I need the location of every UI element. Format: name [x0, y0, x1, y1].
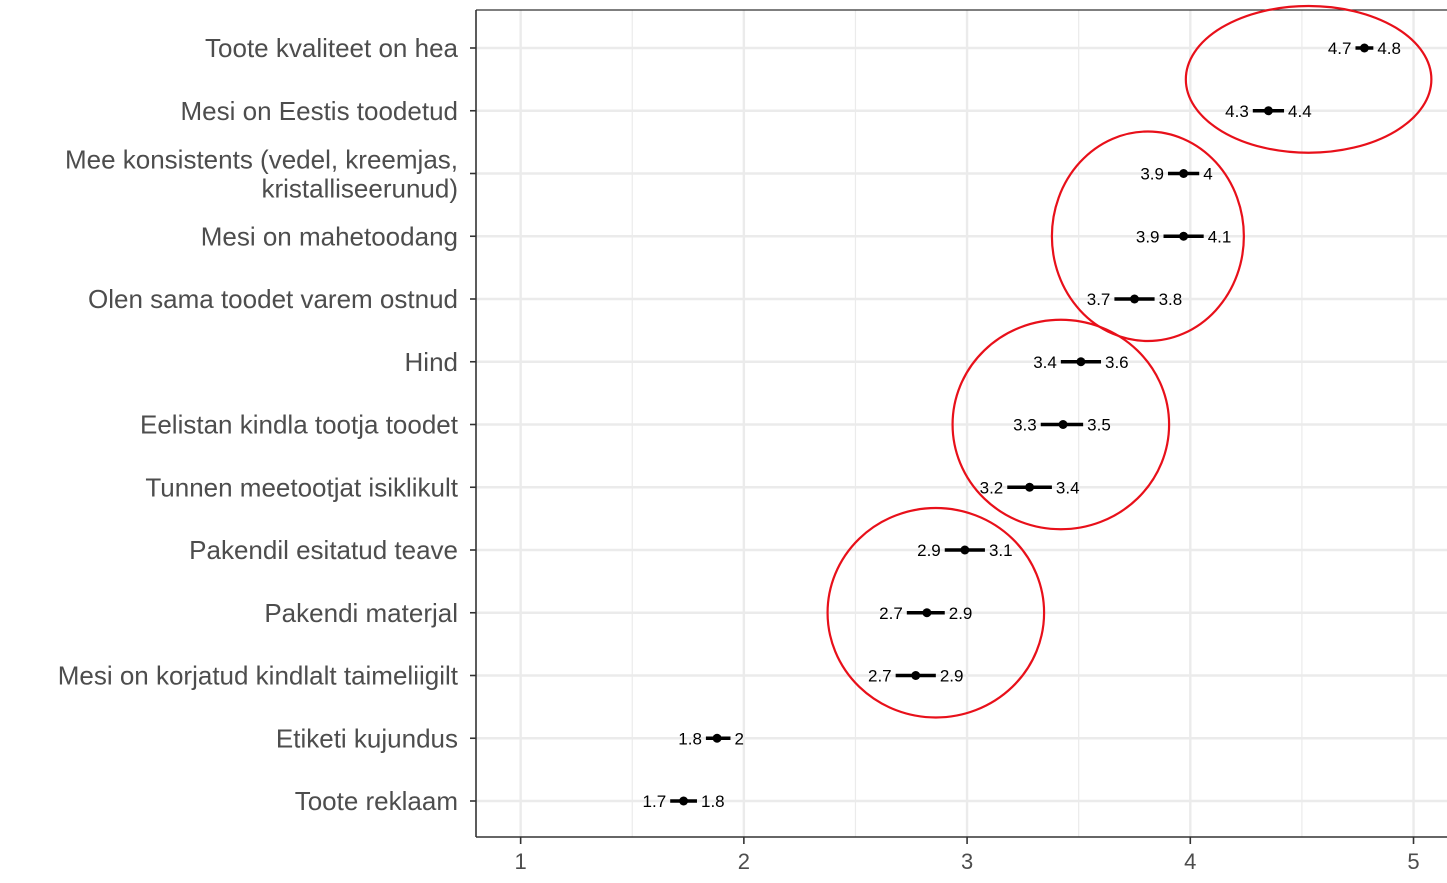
category-label: Pakendil esitatud teave [189, 535, 458, 565]
category-label: Mee konsistents (vedel, kreemjas, kristal… [65, 145, 458, 204]
low-value-label: 1.7 [643, 792, 667, 811]
low-value-label: 1.8 [678, 729, 702, 748]
low-value-label: 2.7 [879, 604, 903, 623]
low-value-label: 4.7 [1328, 39, 1352, 58]
mean-point [1025, 482, 1035, 492]
high-value-label: 1.8 [701, 792, 725, 811]
high-value-label: 3.1 [989, 541, 1013, 560]
low-value-label: 3.9 [1136, 227, 1160, 246]
category-label: Eelistan kindla tootja toodet [140, 410, 459, 440]
category-label: Toote kvaliteet on hea [205, 33, 458, 63]
x-tick-label: 4 [1184, 849, 1196, 874]
category-label: Pakendi materjal [264, 598, 458, 628]
mean-point [1058, 420, 1068, 429]
high-value-label: 2 [734, 729, 743, 748]
low-value-label: 3.9 [1140, 165, 1164, 184]
high-value-label: 4.4 [1288, 102, 1312, 121]
mean-point [1359, 43, 1369, 53]
mean-point [922, 608, 932, 618]
mean-point [1129, 294, 1139, 304]
high-value-label: 3.8 [1159, 290, 1183, 309]
category-label: Hind [405, 347, 458, 377]
low-value-label: 2.9 [917, 541, 941, 560]
low-value-label: 4.3 [1225, 102, 1249, 121]
highlight-ellipse [1050, 130, 1245, 343]
category-label: Tunnen meetootjat isiklikult [145, 472, 458, 502]
high-value-label: 3.5 [1087, 416, 1111, 435]
high-value-label: 3.4 [1056, 478, 1080, 497]
category-label: Mesi on Eestis toodetud [181, 96, 459, 126]
low-value-label: 3.7 [1087, 290, 1111, 309]
mean-point [1263, 106, 1273, 116]
highlight-ellipse [951, 318, 1171, 531]
high-value-label: 2.9 [940, 667, 964, 686]
mean-point [712, 733, 722, 743]
low-value-label: 2.7 [868, 667, 892, 686]
low-value-label: 3.4 [1033, 353, 1057, 372]
category-label: Mesi on mahetoodang [201, 221, 458, 251]
x-tick-label: 1 [515, 849, 527, 874]
low-value-label: 3.2 [980, 478, 1004, 497]
mean-point [679, 796, 689, 806]
x-tick-label: 3 [961, 849, 973, 874]
mean-point [960, 545, 970, 555]
category-label: Toote reklaam [295, 786, 458, 816]
category-label: Olen sama toodet varem ostnud [88, 284, 458, 314]
mean-point [911, 671, 921, 680]
high-value-label: 4.1 [1208, 227, 1232, 246]
high-value-label: 4 [1203, 165, 1212, 184]
low-value-label: 3.3 [1013, 416, 1037, 435]
high-value-label: 3.6 [1105, 353, 1129, 372]
highlight-ellipse [1184, 4, 1433, 154]
x-tick-label: 2 [738, 849, 750, 874]
mean-point [1179, 169, 1189, 178]
mean-point [1179, 231, 1189, 241]
mean-point [1076, 357, 1086, 367]
category-label: Etiketi kujundus [276, 723, 458, 753]
high-value-label: 4.8 [1377, 39, 1401, 58]
highlight-ellipse [826, 506, 1046, 719]
x-tick-label: 5 [1407, 849, 1419, 874]
category-label: Mesi on korjatud kindlalt taimeliigilt [58, 661, 459, 691]
high-value-label: 2.9 [949, 604, 973, 623]
